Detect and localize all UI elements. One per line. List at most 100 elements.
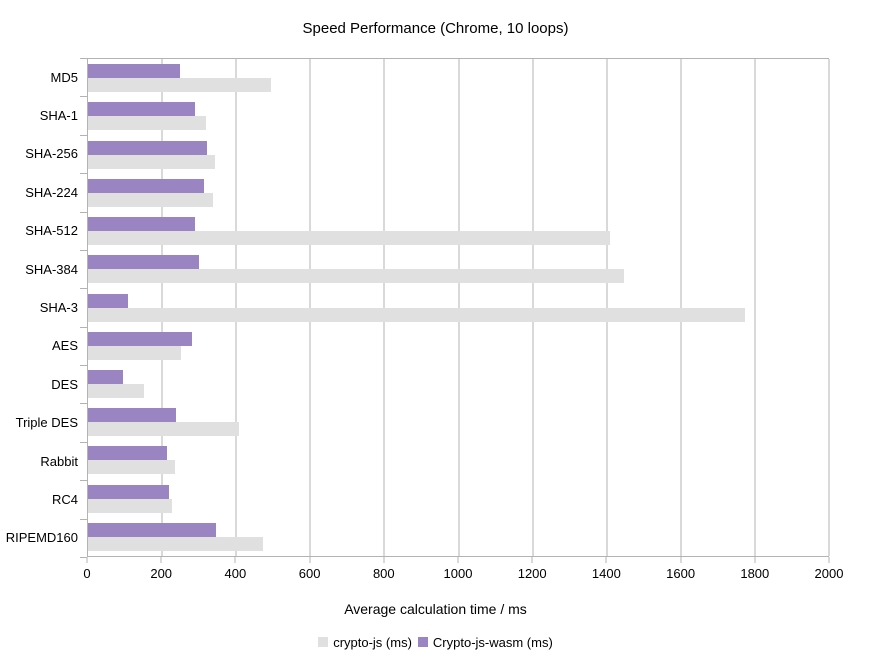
- x-axis-tick-labels: 0 200 400 600 800 1000 1200 1400 1600 1800 2000: [83, 566, 843, 582]
- gridline: [458, 59, 459, 556]
- bar-rows: [88, 59, 829, 556]
- y-category-label: SHA-384: [25, 261, 78, 277]
- bar-crypto-js-ms-: [88, 498, 173, 513]
- y-category-label: DES: [51, 376, 78, 392]
- x-tick-label: 1200: [517, 566, 547, 581]
- gridline: [754, 59, 756, 556]
- bar-crypto-js-ms-: [88, 383, 144, 398]
- y-axis-labels: MD5 SHA-1 SHA-256 SHA-224 SHA-512 SHA-384 SHA-…: [0, 58, 78, 557]
- gridline: [235, 59, 237, 556]
- bar-row: [88, 403, 829, 441]
- x-tick-mark: [457, 557, 459, 563]
- x-axis-tick-marks: [86, 557, 830, 563]
- x-tick-label: 400: [224, 566, 247, 581]
- x-tick-label: 2000: [814, 566, 844, 581]
- y-tick-mark: [80, 326, 87, 328]
- gridline: [680, 59, 682, 556]
- legend-swatch-crypto-js-icon: [318, 637, 329, 647]
- x-tick-mark: [160, 557, 162, 563]
- bar-row: [88, 97, 829, 135]
- legend-label-crypto-js-wasm: Crypto-js-wasm (ms): [432, 634, 553, 650]
- x-tick-mark: [531, 557, 533, 563]
- bar-crypto-js-wasm-ms-: [88, 408, 176, 423]
- bar-crypto-js-ms-: [88, 345, 181, 360]
- gridline: [383, 59, 385, 556]
- y-category-label: SHA-3: [39, 300, 78, 316]
- y-tick-mark: [80, 58, 87, 59]
- bar-crypto-js-ms-: [88, 231, 610, 246]
- bar-crypto-js-wasm-ms-: [88, 217, 196, 232]
- x-tick-mark: [86, 557, 88, 563]
- y-tick-mark: [80, 211, 87, 213]
- bar-crypto-js-wasm-ms-: [88, 102, 195, 117]
- bar-crypto-js-ms-: [88, 192, 213, 207]
- bar-row: [88, 174, 829, 212]
- x-tick-label: 1000: [443, 566, 473, 581]
- bar-crypto-js-ms-: [88, 422, 240, 437]
- y-tick-mark: [80, 518, 87, 520]
- x-tick-label: 0: [83, 566, 91, 581]
- bar-row: [88, 441, 829, 479]
- x-tick-mark: [383, 557, 385, 563]
- bar-crypto-js-ms-: [88, 269, 625, 284]
- bar-crypto-js-wasm-ms-: [88, 369, 123, 384]
- plot-area: [87, 58, 830, 557]
- x-tick-label: 1600: [666, 566, 696, 581]
- bar-crypto-js-wasm-ms-: [88, 178, 204, 193]
- legend-swatch-crypto-js-wasm-icon: [417, 637, 428, 647]
- legend-item-crypto-js-wasm: Crypto-js-wasm (ms): [417, 634, 553, 650]
- bar-row: [88, 288, 829, 326]
- chart-title: Speed Performance (Chrome, 10 loops): [302, 20, 569, 37]
- bar-row: [88, 59, 829, 97]
- y-tick-mark: [80, 173, 87, 175]
- bar-crypto-js-ms-: [88, 536, 263, 551]
- legend-label-crypto-js: crypto-js (ms): [333, 634, 412, 650]
- x-tick-mark: [754, 557, 756, 563]
- gridlines: [88, 59, 830, 556]
- y-category-label: Rabbit: [40, 453, 78, 469]
- y-axis-tick-marks: [80, 58, 87, 558]
- bar-row: [88, 518, 829, 556]
- bar-row: [88, 135, 829, 173]
- gridline: [309, 59, 311, 556]
- legend-item-crypto-js: crypto-js (ms): [318, 635, 412, 650]
- y-tick-mark: [80, 288, 87, 290]
- x-tick-label: 1400: [591, 566, 621, 581]
- y-tick-mark: [80, 403, 87, 405]
- y-category-label: SHA-1: [39, 108, 78, 124]
- y-category-label: MD5: [50, 69, 78, 85]
- bar-crypto-js-wasm-ms-: [88, 522, 217, 537]
- y-category-label: SHA-256: [25, 146, 78, 162]
- bar-crypto-js-ms-: [88, 116, 206, 131]
- bar-crypto-js-wasm-ms-: [88, 446, 167, 461]
- x-tick-label: 800: [372, 566, 395, 581]
- y-tick-mark: [80, 480, 87, 482]
- y-tick-mark: [80, 134, 87, 136]
- y-tick-mark: [80, 441, 87, 443]
- gridline: [828, 59, 830, 556]
- gridline: [606, 59, 608, 556]
- y-tick-mark: [80, 249, 87, 251]
- x-tick-mark: [680, 557, 682, 563]
- x-axis-title: Average calculation time / ms: [344, 601, 527, 617]
- x-tick-label: 200: [150, 566, 173, 581]
- y-category-label: SHA-224: [25, 184, 78, 200]
- y-category-label: RIPEMD160: [5, 530, 78, 546]
- bar-crypto-js-ms-: [88, 307, 746, 322]
- bar-crypto-js-wasm-ms-: [88, 484, 170, 499]
- y-category-label: AES: [51, 338, 78, 354]
- x-tick-mark: [309, 557, 311, 563]
- bar-row: [88, 365, 829, 403]
- y-category-label: SHA-512: [25, 223, 78, 239]
- legend: crypto-js (ms) Crypto-js-wasm (ms): [0, 634, 871, 650]
- bar-row: [88, 327, 829, 365]
- gridline: [161, 59, 163, 556]
- x-tick-label: 1800: [740, 566, 770, 581]
- y-category-label: RC4: [51, 491, 78, 507]
- y-tick-mark: [80, 365, 87, 367]
- y-tick-mark: [80, 557, 87, 558]
- bar-crypto-js-ms-: [88, 78, 271, 93]
- bar-row: [88, 212, 829, 250]
- bar-crypto-js-wasm-ms-: [88, 64, 180, 79]
